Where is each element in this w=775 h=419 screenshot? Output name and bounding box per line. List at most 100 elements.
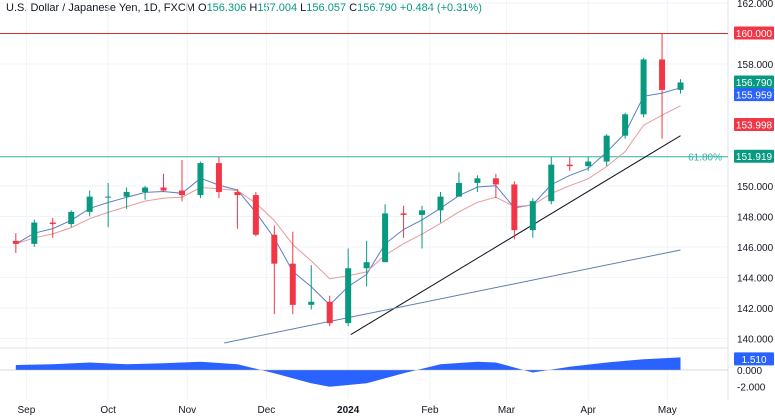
symbol-name: U.S. Dollar / Japanese Yen, 1D, FXCM (6, 2, 195, 14)
close-value: 156.790 (357, 2, 397, 14)
price-label-bg (734, 88, 774, 102)
candle-body (677, 82, 684, 90)
time-axis[interactable]: Sep Oct Nov Dec 2024 Feb Mar Apr May (17, 405, 676, 416)
x-tick-label: 2024 (337, 405, 360, 416)
candle-body (585, 161, 592, 167)
candle-body (31, 222, 38, 244)
candle (548, 156, 555, 205)
candle-body (529, 201, 536, 231)
candle (437, 192, 444, 223)
candle-body (603, 135, 610, 162)
price-labels: 160.000 156.790 155.959 153.998 151.919 1.510 (734, 26, 774, 366)
candle-body (179, 190, 185, 196)
candle (585, 156, 592, 171)
symbol-info: U.S. Dollar / Japanese Yen, 1D, FXCM O15… (6, 2, 482, 14)
candle (105, 182, 112, 228)
price-label-text: 156.790 (736, 78, 773, 89)
low-value: 156.057 (306, 2, 347, 14)
grid (0, 0, 729, 400)
x-tick-label: Dec (258, 405, 276, 416)
candle (49, 217, 56, 238)
price-label: 151.919 (734, 149, 774, 163)
price-label-text: 153.998 (736, 121, 773, 132)
candle (68, 210, 75, 228)
candle (252, 192, 259, 237)
candle (363, 240, 370, 287)
candle-body (566, 164, 573, 167)
high-value: 157.004 (257, 2, 298, 14)
candle (197, 161, 204, 199)
candle-body (345, 268, 352, 324)
x-tick-label: Sep (17, 405, 35, 416)
high-label: H (249, 2, 258, 14)
candle (289, 231, 296, 314)
candle-body (86, 196, 93, 212)
steep-trendline (350, 135, 681, 335)
candle (659, 33, 666, 139)
candle-body (419, 210, 426, 215)
candle-body (160, 187, 167, 191)
candle-body (105, 196, 112, 198)
close-label: C (349, 2, 358, 14)
candle-body (234, 192, 241, 196)
candle (345, 248, 352, 327)
y-tick-label: 150.000 (737, 182, 774, 193)
x-tick-label: Oct (100, 405, 116, 416)
candle (677, 79, 684, 94)
x-tick-label: Apr (580, 405, 596, 416)
indicator-area (15, 357, 681, 387)
candle (603, 134, 610, 167)
x-tick-label: Nov (178, 405, 196, 416)
candle (326, 295, 333, 327)
candle (123, 187, 130, 209)
candle (492, 173, 499, 199)
y-tick-label: 142.000 (737, 304, 774, 315)
candle-body (474, 178, 481, 183)
open-value: 156.306 (206, 2, 247, 14)
candle-body (326, 301, 333, 324)
price-label-bg (734, 75, 774, 89)
candle (234, 189, 241, 229)
candle-body (400, 213, 407, 215)
candle-body (640, 59, 647, 115)
indicator-label: 1.510 (734, 352, 774, 366)
candle-body (382, 213, 389, 263)
low-label: L (300, 2, 307, 14)
candle (640, 57, 647, 118)
candle (160, 173, 167, 193)
price-label: 160.000 (734, 26, 774, 40)
candle (529, 198, 536, 238)
y-tick-label: 144.000 (737, 273, 774, 284)
x-tick-label: May (658, 405, 677, 416)
candle-body (289, 263, 296, 305)
candle (511, 181, 518, 240)
candle-body (12, 240, 19, 244)
price-axis[interactable]: 162.000 158.000 150.000 148.000 146.000 144.0… (737, 0, 774, 394)
y-tick-label: 158.000 (737, 60, 774, 71)
price-label-bg (734, 149, 774, 163)
candle-body (215, 163, 222, 193)
candle-body (363, 262, 370, 269)
candle-body (197, 163, 204, 196)
indicator-tick-label: -2.000 (737, 383, 766, 394)
price-label: 153.998 (734, 118, 774, 132)
candle-body (68, 211, 75, 225)
price-label: 155.959 (734, 88, 774, 102)
candle (31, 219, 38, 247)
indicator-tick-label: 0.000 (737, 366, 762, 377)
candle-body (271, 234, 278, 264)
candle-body (142, 187, 149, 193)
candle-body (622, 114, 629, 136)
fib-label: 61.80% (688, 153, 722, 164)
drawing-lines: 61.80% (0, 33, 728, 344)
candle (271, 225, 278, 314)
candle (86, 190, 93, 217)
candle (400, 205, 407, 238)
candle (12, 233, 19, 254)
candle-body (308, 301, 315, 305)
price-label-bg (734, 118, 774, 132)
indicator-pane (0, 357, 728, 387)
open-label: O (198, 2, 207, 14)
candle (566, 156, 573, 171)
